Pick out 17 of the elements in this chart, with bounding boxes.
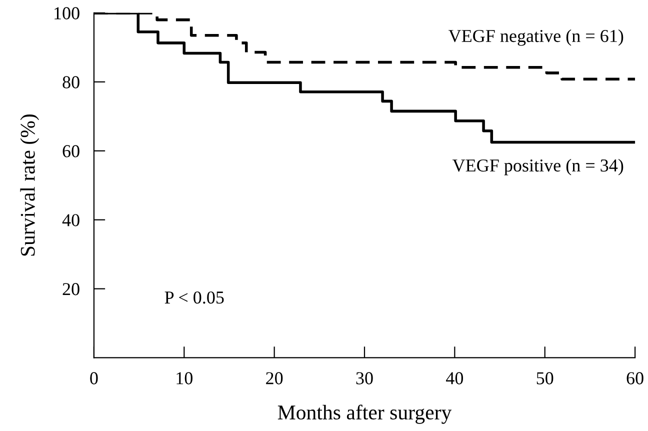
annotation: P < 0.05	[164, 291, 224, 304]
y-axis-title: Survival rate (%)	[20, 114, 40, 256]
y-tick-label: 100	[54, 7, 80, 20]
series-label: VEGF negative (n = 61)	[448, 29, 624, 46]
x-tick-label: 40	[446, 372, 464, 384]
y-tick-label: 60	[62, 145, 80, 158]
y-tick-label: 80	[62, 76, 80, 88]
x-tick-label: 30	[356, 372, 373, 384]
x-tick-label: 60	[626, 372, 644, 384]
y-tick-label: 20	[62, 283, 80, 296]
x-tick-label: 50	[536, 372, 554, 384]
x-axis-title: Months after surgery	[278, 404, 452, 424]
x-tick-label: 10	[176, 372, 192, 384]
x-tick-label: 20	[266, 372, 283, 384]
x-tick-label: 0	[90, 372, 98, 384]
y-tick-label: 40	[62, 214, 80, 226]
series-label: VEGF positive (n = 34)	[452, 158, 624, 176]
